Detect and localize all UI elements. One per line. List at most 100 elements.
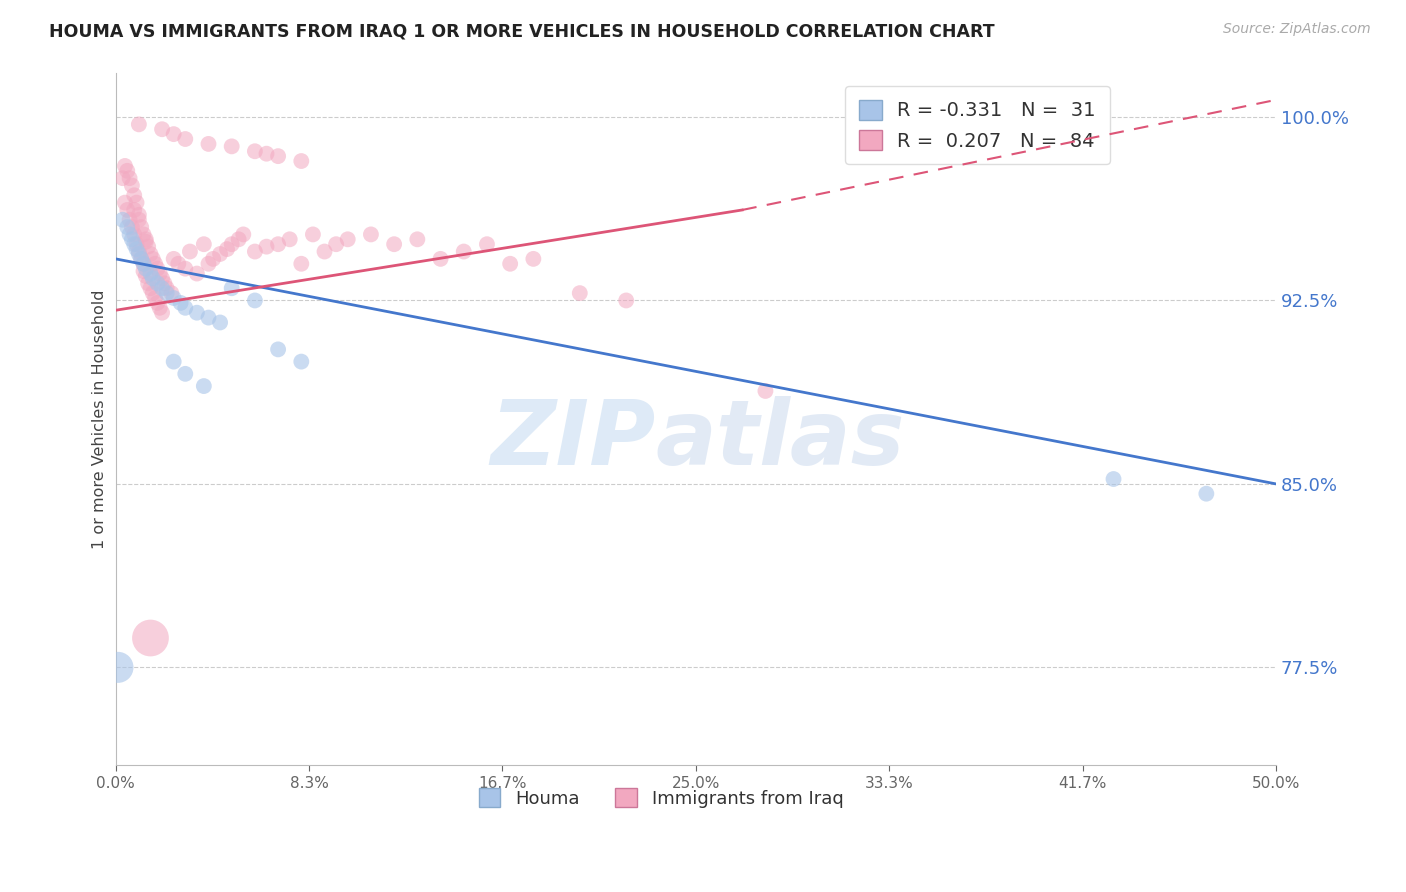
Point	[142, 286, 165, 301]
Point	[278, 232, 301, 246]
Point	[290, 154, 312, 169]
Point	[568, 286, 591, 301]
Point	[163, 354, 186, 368]
Point	[267, 149, 290, 163]
Point	[125, 242, 148, 256]
Point	[193, 379, 215, 393]
Point	[1195, 486, 1218, 500]
Point	[267, 343, 290, 357]
Point	[129, 252, 152, 266]
Point	[111, 171, 134, 186]
Point	[156, 281, 179, 295]
Point	[228, 232, 250, 246]
Text: ZIP: ZIP	[489, 396, 655, 483]
Point	[118, 227, 141, 242]
Point	[1102, 472, 1125, 486]
Point	[406, 232, 429, 246]
Point	[117, 220, 139, 235]
Point	[215, 242, 238, 256]
Point	[197, 136, 219, 151]
Point	[522, 252, 544, 266]
Point	[193, 237, 215, 252]
Point	[129, 220, 152, 235]
Point	[142, 252, 165, 266]
Point	[128, 244, 150, 259]
Point	[174, 301, 197, 315]
Point	[117, 164, 139, 178]
Point	[429, 252, 451, 266]
Point	[142, 271, 165, 285]
Point	[336, 232, 359, 246]
Point	[111, 212, 134, 227]
Point	[114, 159, 136, 173]
Point	[128, 247, 150, 261]
Point	[209, 247, 232, 261]
Point	[146, 277, 169, 291]
Point	[107, 660, 129, 674]
Point	[232, 227, 254, 242]
Point	[202, 252, 225, 266]
Point	[174, 132, 197, 146]
Point	[128, 208, 150, 222]
Point	[129, 252, 152, 266]
Point	[221, 237, 243, 252]
Point	[128, 117, 150, 131]
Point	[135, 268, 157, 283]
Point	[149, 301, 172, 315]
Point	[197, 310, 219, 325]
Point	[122, 227, 145, 242]
Point	[243, 244, 266, 259]
Point	[256, 240, 278, 254]
Point	[169, 296, 191, 310]
Point	[314, 244, 336, 259]
Point	[150, 122, 173, 136]
Point	[243, 293, 266, 308]
Point	[122, 188, 145, 202]
Point	[360, 227, 382, 242]
Point	[174, 261, 197, 276]
Point	[125, 195, 148, 210]
Point	[153, 277, 176, 291]
Point	[132, 257, 155, 271]
Point	[139, 247, 162, 261]
Point	[156, 286, 179, 301]
Point	[163, 291, 186, 305]
Point	[186, 306, 208, 320]
Point	[143, 291, 166, 305]
Point	[135, 261, 157, 276]
Point	[256, 146, 278, 161]
Point	[325, 237, 347, 252]
Point	[114, 195, 136, 210]
Point	[139, 631, 162, 645]
Point	[267, 237, 290, 252]
Point	[136, 240, 159, 254]
Y-axis label: 1 or more Vehicles in Household: 1 or more Vehicles in Household	[93, 289, 107, 549]
Point	[186, 267, 208, 281]
Point	[453, 244, 475, 259]
Point	[475, 237, 498, 252]
Point	[122, 237, 145, 252]
Point	[132, 257, 155, 271]
Point	[125, 237, 148, 252]
Point	[382, 237, 405, 252]
Point	[132, 227, 155, 242]
Point	[143, 257, 166, 271]
Point	[499, 257, 522, 271]
Point	[132, 264, 155, 278]
Point	[163, 252, 186, 266]
Point	[128, 212, 150, 227]
Point	[121, 220, 143, 235]
Point	[221, 139, 243, 153]
Point	[221, 281, 243, 295]
Point	[135, 232, 157, 246]
Point	[150, 281, 173, 295]
Point	[146, 261, 169, 276]
Point	[121, 178, 143, 193]
Legend: Houma, Immigrants from Iraq: Houma, Immigrants from Iraq	[471, 781, 851, 815]
Point	[122, 202, 145, 217]
Point	[179, 244, 201, 259]
Point	[136, 277, 159, 291]
Point	[754, 384, 776, 398]
Point	[139, 267, 162, 281]
Point	[121, 232, 143, 246]
